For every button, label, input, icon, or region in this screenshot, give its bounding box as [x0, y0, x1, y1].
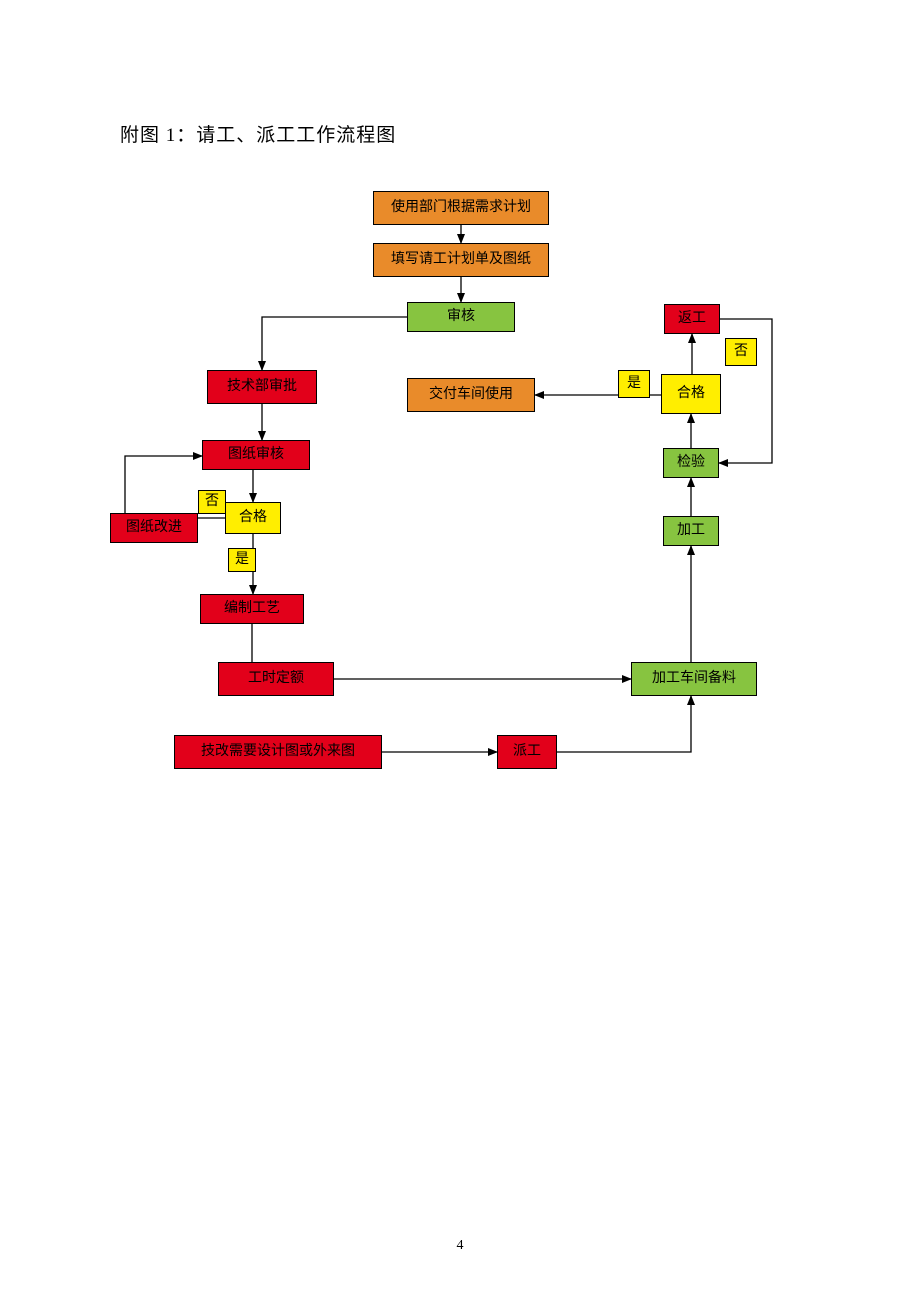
- flow-node-n14: 检验: [663, 448, 719, 478]
- flow-node-n2: 填写请工计划单及图纸: [373, 243, 549, 277]
- flow-node-n4: 技术部审批: [207, 370, 317, 404]
- flow-node-n5: 图纸审核: [202, 440, 310, 470]
- flow-node-n9: 工时定额: [218, 662, 334, 696]
- flow-node-n3: 审核: [407, 302, 515, 332]
- flow-node-n8: 编制工艺: [200, 594, 304, 624]
- flow-node-n11: 技改需要设计图或外来图: [174, 735, 382, 769]
- flow-node-n7b: 是: [228, 548, 256, 572]
- flow-node-n1: 使用部门根据需求计划: [373, 191, 549, 225]
- flow-edge: [557, 696, 691, 752]
- flow-node-n13: 加工: [663, 516, 719, 546]
- flow-edge: [262, 317, 407, 370]
- flow-node-n15: 合格: [661, 374, 721, 414]
- flow-node-n12: 派工: [497, 735, 557, 769]
- flow-node-n7a: 否: [198, 490, 226, 514]
- flow-node-n16: 交付车间使用: [407, 378, 535, 412]
- flow-node-n15a: 是: [618, 370, 650, 398]
- flow-node-n10: 加工车间备料: [631, 662, 757, 696]
- document-page: 附图 1：请工、派工工作流程图 使用部门根据需求计划填写请工计划单及图纸审核技术…: [0, 0, 920, 1302]
- flow-node-n15b: 否: [725, 338, 757, 366]
- flow-node-n6: 图纸改进: [110, 513, 198, 543]
- page-number: 4: [0, 1238, 920, 1254]
- flow-node-n7: 合格: [225, 502, 281, 534]
- flow-node-n17: 返工: [664, 304, 720, 334]
